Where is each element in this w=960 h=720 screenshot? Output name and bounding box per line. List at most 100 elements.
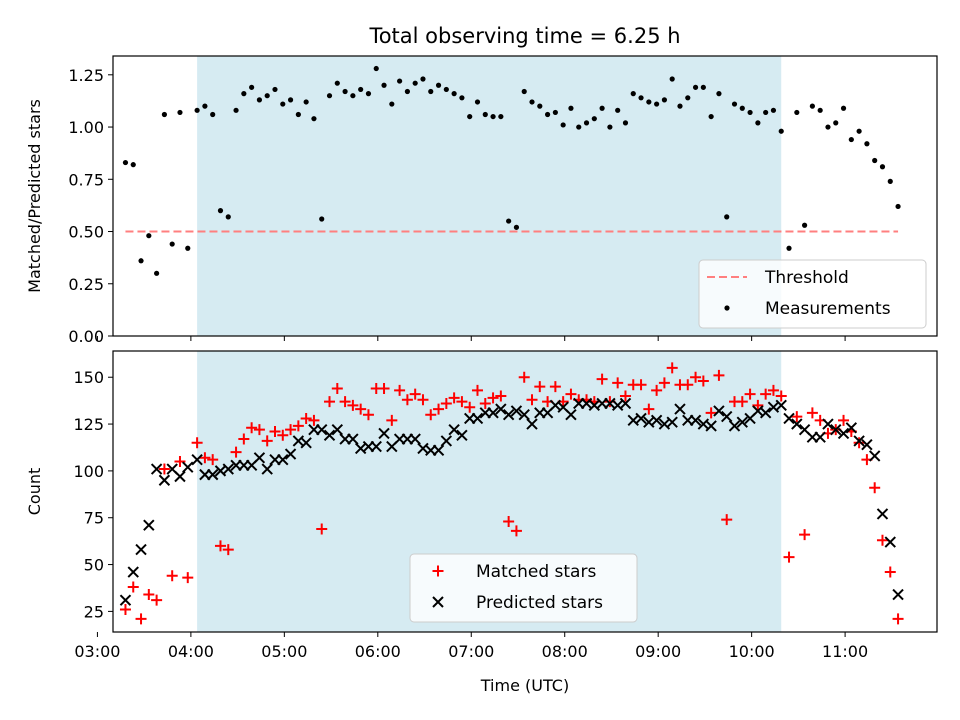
- matched-star-point: [760, 388, 772, 400]
- measurement-point: [122, 159, 129, 166]
- matched-star-point: [806, 407, 818, 419]
- matched-star-point: [682, 379, 694, 391]
- measurement-point: [615, 107, 621, 113]
- measurement-point: [435, 82, 442, 88]
- measurement-point: [381, 82, 387, 88]
- predicted-star-point: [261, 463, 273, 475]
- predicted-star-point: [150, 463, 163, 475]
- x-tick-label: 03:00: [74, 642, 120, 661]
- predicted-star-point: [432, 444, 445, 456]
- measurement-point: [154, 270, 160, 276]
- matched-star-point: [612, 377, 624, 389]
- predicted-star-point: [518, 408, 530, 421]
- legend-label: Measurements: [765, 299, 891, 319]
- y-tick-label: 0.50: [68, 223, 104, 242]
- matched-star-point: [355, 403, 367, 415]
- measurement-point: [607, 124, 613, 130]
- matched-star-point: [300, 412, 312, 424]
- measurement-point: [202, 103, 208, 109]
- measurement-point: [474, 99, 481, 105]
- matched-star-point: [892, 613, 904, 625]
- predicted-star-point: [206, 468, 219, 481]
- matched-star-point: [767, 384, 779, 396]
- predicted-star-point: [635, 412, 647, 425]
- matched-star-point: [448, 392, 460, 404]
- x-axis-label: Time (UTC): [480, 676, 569, 695]
- measurement-point: [185, 245, 191, 251]
- measurement-point: [428, 88, 434, 95]
- measurement-point: [404, 88, 410, 95]
- predicted-star-point: [143, 519, 155, 531]
- axes-frame: [112, 350, 938, 633]
- measurement-point: [872, 157, 878, 164]
- chart-title: Total observing time = 6.25 h: [368, 24, 680, 48]
- measurement-point: [521, 88, 527, 95]
- y-tick-label: 150: [73, 368, 104, 387]
- x-tick-label: 11:00: [822, 642, 868, 661]
- predicted-star-point: [370, 440, 382, 453]
- matched-star-point: [158, 463, 170, 475]
- matched-star-point: [736, 396, 748, 408]
- predicted-star-point: [876, 508, 889, 520]
- measurement-point: [560, 122, 566, 128]
- matched-star-point: [316, 523, 328, 535]
- matched-star-point: [230, 446, 242, 458]
- measurement-point: [287, 97, 294, 103]
- y-axis-label: Count: [25, 468, 44, 516]
- predicted-star-point: [440, 435, 453, 447]
- measurement-point: [225, 214, 231, 220]
- matched-star-point: [207, 454, 219, 466]
- legend-label: Matched stars: [476, 562, 596, 582]
- measurement-point: [529, 99, 535, 105]
- matched-star-point: [705, 407, 717, 419]
- y-tick-label: 1.25: [68, 66, 104, 85]
- predicted-star-point: [884, 536, 896, 548]
- matched-star-point: [775, 390, 787, 402]
- legend-matched-swatch: [432, 565, 444, 577]
- measurement-point: [217, 208, 224, 214]
- measurement-point: [319, 216, 325, 222]
- predicted-star-point: [861, 438, 873, 451]
- matched-star-point: [182, 572, 194, 584]
- bottom-panel: 03:00 04:00 05:00 06:00 07:00 08:00 09:00 10:00…: [25, 350, 938, 661]
- measurement-point: [724, 214, 730, 220]
- matched-star-point: [191, 437, 203, 449]
- predicted-star-point: [409, 433, 421, 445]
- predicted-star-point: [300, 437, 312, 449]
- matched-star-point: [518, 371, 530, 383]
- x-tick-label: 04:00: [168, 642, 214, 661]
- shaded-region: [197, 56, 782, 336]
- predicted-star-point: [689, 414, 702, 427]
- measurement-point: [801, 222, 808, 228]
- measurement-point: [817, 107, 823, 113]
- measurement-point: [161, 111, 168, 118]
- predicted-star-point: [845, 422, 858, 434]
- measurement-point: [506, 218, 512, 224]
- measurement-point: [568, 105, 574, 111]
- predicted-star-point: [868, 450, 881, 462]
- measurement-point: [249, 84, 255, 90]
- x-tick-label: 06:00: [355, 642, 401, 661]
- y-tick-label: 1.00: [68, 118, 104, 137]
- legend-label: Threshold: [764, 268, 849, 288]
- top-panel: 0.00 0.25 0.50 0.75 1.00 1.25 Matched/Predicte…: [25, 55, 938, 346]
- predicted-star-point: [775, 399, 787, 412]
- measurement-point: [654, 101, 660, 107]
- predicted-star-point: [331, 423, 344, 436]
- measurement-point: [241, 91, 247, 97]
- measurement-point: [763, 109, 769, 116]
- measurement-point: [490, 113, 496, 120]
- matched-star-point: [526, 394, 538, 406]
- y-tick-label: 100: [73, 462, 104, 481]
- measurement-point: [459, 95, 465, 101]
- matched-star-point: [151, 594, 163, 606]
- matched-star-point: [456, 396, 468, 408]
- matched-star-point: [199, 452, 211, 464]
- matched-star-point: [409, 388, 421, 400]
- matched-star-point: [222, 544, 234, 556]
- matched-star-point: [744, 388, 756, 400]
- legend-measurement-swatch: [724, 305, 730, 311]
- measurement-point: [326, 93, 333, 99]
- measurement-point: [295, 111, 301, 118]
- measurement-point: [747, 109, 753, 116]
